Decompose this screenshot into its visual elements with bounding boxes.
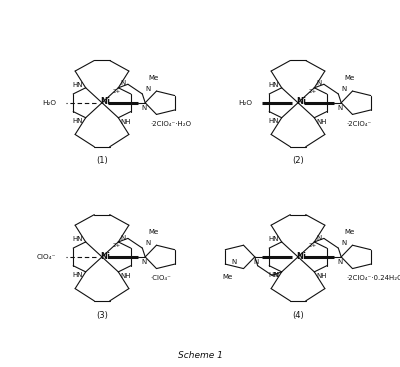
Text: Me: Me <box>148 75 159 81</box>
Text: NH: NH <box>120 119 131 125</box>
Text: HN: HN <box>72 236 83 242</box>
Text: N: N <box>316 235 322 240</box>
Text: HN: HN <box>268 118 279 124</box>
Text: N: N <box>338 105 343 111</box>
Text: N: N <box>120 80 126 86</box>
Text: HN: HN <box>72 272 83 278</box>
Text: ClO₄⁻: ClO₄⁻ <box>36 254 56 260</box>
Text: H₂O: H₂O <box>238 100 252 106</box>
Text: N: N <box>146 240 151 247</box>
Text: (2): (2) <box>292 156 304 166</box>
Text: Ni: Ni <box>100 251 110 261</box>
Text: Ni: Ni <box>296 97 306 106</box>
Text: HN: HN <box>268 81 279 88</box>
Text: ·2ClO₄⁻·H₂O: ·2ClO₄⁻·H₂O <box>150 121 191 127</box>
Text: N: N <box>146 86 151 92</box>
Text: HN: HN <box>72 118 83 124</box>
Text: N: N <box>120 235 126 240</box>
Text: HN: HN <box>268 236 279 242</box>
Text: (1): (1) <box>96 156 108 166</box>
Text: HN: HN <box>72 81 83 88</box>
Text: Me: Me <box>148 229 159 235</box>
Text: HN: HN <box>268 272 279 278</box>
Text: Scheme 1: Scheme 1 <box>178 352 222 360</box>
Text: N: N <box>253 259 258 265</box>
Text: NH: NH <box>316 273 327 279</box>
Text: H₂O: H₂O <box>42 100 56 106</box>
Text: ·ClO₄⁻: ·ClO₄⁻ <box>150 275 171 281</box>
Text: (3): (3) <box>96 310 108 320</box>
Text: N: N <box>274 272 279 278</box>
Text: N: N <box>338 259 343 265</box>
Text: Ni: Ni <box>296 251 306 261</box>
Text: 2+: 2+ <box>112 89 120 94</box>
Text: NH: NH <box>316 119 327 125</box>
Text: Ni: Ni <box>100 97 110 106</box>
Text: N: N <box>342 86 347 92</box>
Text: (4): (4) <box>292 310 304 320</box>
Text: Me: Me <box>222 274 232 280</box>
Text: N: N <box>231 259 236 265</box>
Text: Me: Me <box>344 229 355 235</box>
Text: NH: NH <box>120 273 131 279</box>
Text: N: N <box>142 259 147 265</box>
Text: Me: Me <box>344 75 355 81</box>
Text: ·2ClO₄⁻: ·2ClO₄⁻ <box>346 121 371 127</box>
Text: 2+: 2+ <box>112 243 120 248</box>
Text: 2+: 2+ <box>308 89 316 94</box>
Text: ·2ClO₄⁻·0.24H₂O: ·2ClO₄⁻·0.24H₂O <box>346 275 400 281</box>
Text: N: N <box>342 240 347 247</box>
Text: N: N <box>316 80 322 86</box>
Text: 2+: 2+ <box>308 243 316 248</box>
Text: N: N <box>142 105 147 111</box>
